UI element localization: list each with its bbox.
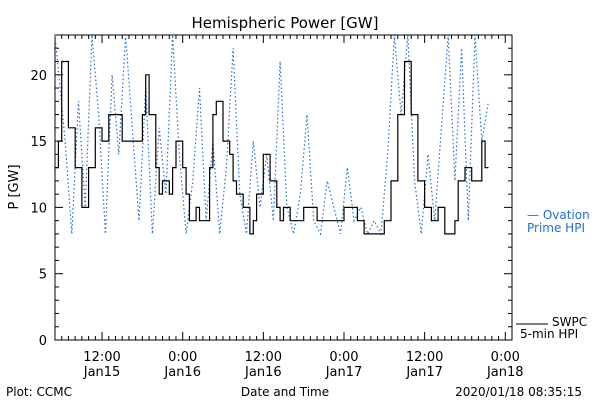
x-tick-time-label: 12:00 — [83, 350, 120, 365]
chart-title: Hemispheric Power [GW] — [192, 14, 379, 32]
y-axis-label: P [GW] — [7, 164, 22, 209]
x-tick-time-label: 0:00 — [491, 350, 520, 365]
x-tick-date-label: Jan17 — [325, 365, 363, 380]
x-tick-date-label: Jan16 — [244, 365, 282, 380]
x-tick-time-label: 12:00 — [245, 350, 282, 365]
x-tick-time-label: 0:00 — [329, 350, 358, 365]
footer-timestamp: 2020/01/18 08:35:15 — [455, 385, 582, 399]
swpc-series — [55, 60, 489, 235]
swpc-hpi-line — [55, 60, 489, 235]
x-tick-time-label: 12:00 — [406, 350, 443, 365]
y-tick-label: 20 — [30, 69, 47, 84]
legend-swpc-label-2: 5-min HPI — [520, 327, 578, 341]
y-tick-label: 0 — [39, 334, 47, 349]
y-tick-label: 10 — [30, 201, 47, 216]
footer-plot-credit: Plot: CCMC — [6, 385, 72, 399]
x-axis-ticks: 12:00Jan150:00Jan1612:00Jan160:00Jan1712… — [61, 35, 524, 380]
x-tick-date-label: Jan17 — [405, 365, 443, 380]
x-tick-date-label: Jan16 — [163, 365, 201, 380]
legend: — Ovation Prime HPI SWPC 5-min HPI — [516, 208, 590, 341]
legend-ovation-label-2: Prime HPI — [527, 221, 585, 235]
x-tick-date-label: Jan18 — [486, 365, 524, 380]
y-tick-label: 5 — [39, 268, 47, 283]
legend-swpc-label-1: SWPC — [552, 315, 587, 329]
x-axis-label: Date and Time — [241, 385, 329, 399]
x-tick-time-label: 0:00 — [168, 350, 197, 365]
legend-ovation-label-1: — Ovation — [527, 208, 590, 222]
y-tick-label: 15 — [30, 135, 47, 150]
x-tick-date-label: Jan15 — [83, 365, 121, 380]
